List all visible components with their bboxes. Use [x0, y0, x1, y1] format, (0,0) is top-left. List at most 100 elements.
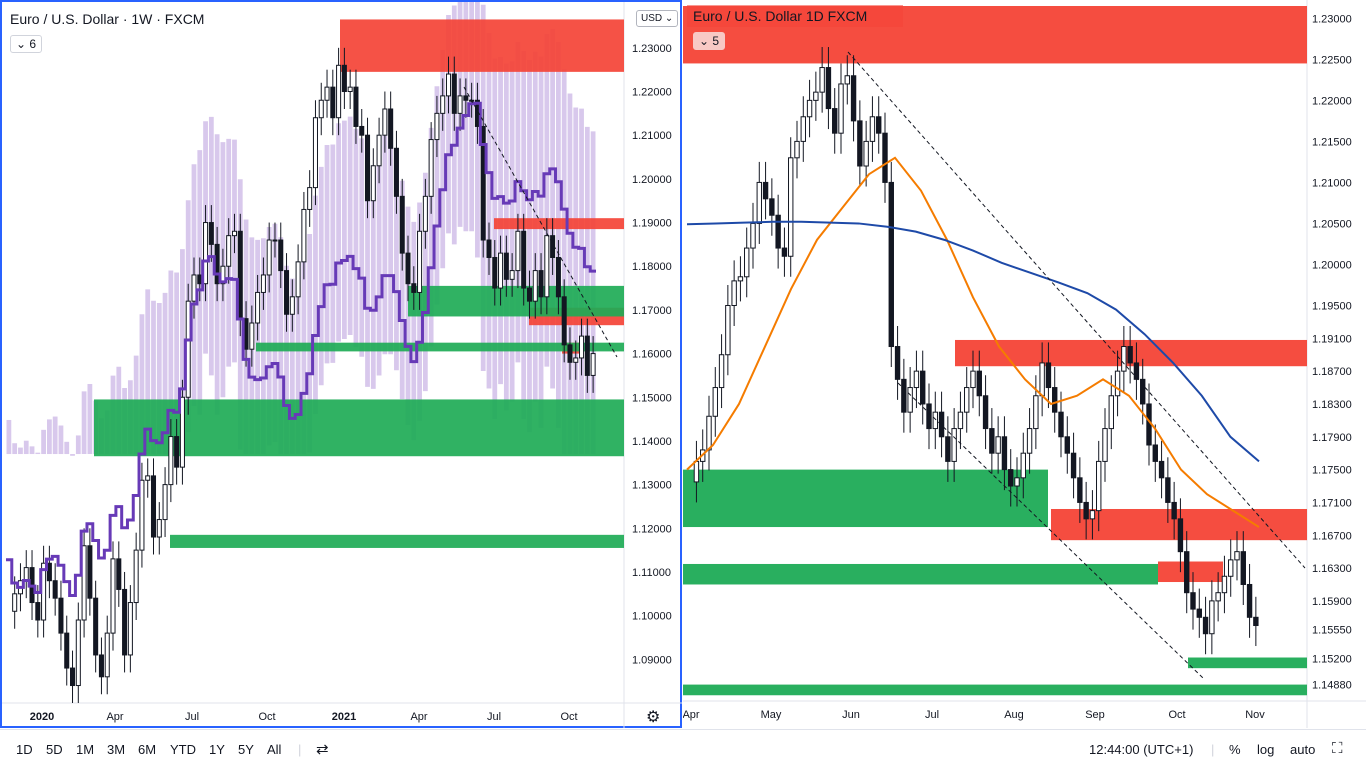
demand-zone [683, 563, 1158, 585]
price-tick-label: 1.18300 [1312, 399, 1352, 411]
candle-body [1014, 477, 1020, 487]
range-5d[interactable]: 5D [46, 742, 63, 757]
range-all[interactable]: All [267, 742, 282, 757]
candle-body [312, 117, 318, 189]
candle-body [526, 287, 533, 302]
weekly-indicator-toggle[interactable]: ⌄ 6 [10, 35, 43, 53]
weekly-chart-canvas[interactable]: 1.23000 1.22000 1.21000 1.20000 1.19000 1.180… [2, 2, 682, 728]
candle-body [168, 436, 174, 486]
candle-body [463, 95, 469, 101]
candle-body [122, 588, 128, 656]
candle-body [382, 108, 388, 136]
price-tick-label: 1.15200 [1312, 653, 1352, 665]
candle-body [718, 354, 725, 389]
candle-body [98, 654, 104, 678]
candle-body [832, 108, 838, 134]
candle-body [284, 270, 290, 315]
separator: | [298, 742, 302, 757]
time-tick-label: Apr [683, 709, 700, 721]
candle-body [850, 75, 857, 122]
candle-body [857, 120, 863, 167]
candle-body [901, 378, 907, 413]
price-tick-label: 1.15900 [1312, 596, 1352, 608]
range-3m[interactable]: 3M [107, 742, 126, 757]
daily-chart-pane[interactable]: 1.23000 1.22500 1.22000 1.21500 1.21000 1.205… [683, 0, 1366, 728]
daily-chart-canvas[interactable]: 1.23000 1.22500 1.22000 1.21500 1.21000 1.205… [683, 0, 1366, 728]
candle-body [104, 632, 110, 678]
candle-body [35, 602, 41, 621]
candle-body [364, 134, 371, 202]
weekly-chart-pane[interactable]: 1.23000 1.22000 1.21000 1.20000 1.19000 1.180… [0, 0, 682, 728]
currency-button[interactable]: USD ⌄ [636, 10, 679, 27]
candle-body [341, 64, 347, 93]
price-tick-label: 1.19000 [632, 218, 672, 230]
candle-body [150, 475, 157, 538]
range-1y[interactable]: 1Y [209, 742, 225, 757]
candle-body [503, 252, 509, 280]
time-tick-label: Jun [842, 709, 860, 721]
candle-body [995, 436, 1001, 454]
candle-body [1246, 583, 1253, 618]
candle-body [712, 387, 718, 417]
percent-toggle[interactable]: % [1229, 742, 1241, 757]
candle-body [93, 597, 99, 656]
candle-body [58, 597, 64, 634]
candle-body [498, 252, 504, 289]
price-tick-label: 1.21000 [632, 130, 672, 142]
range-1m[interactable]: 1M [76, 742, 95, 757]
range-1d[interactable]: 1D [16, 742, 33, 757]
candle-body [1190, 592, 1196, 610]
candle-body [307, 187, 313, 210]
supply-zone [340, 19, 624, 72]
range-5y[interactable]: 5Y [238, 742, 254, 757]
candle-body [932, 411, 938, 430]
candle-body [1001, 436, 1008, 471]
price-tick-label: 1.17000 [632, 305, 672, 317]
chevron-down-icon: ⌄ [664, 13, 674, 24]
demand-zone [408, 285, 624, 317]
price-tick-label: 1.20000 [1312, 259, 1352, 271]
compare-range-icon[interactable]: ⇄ [316, 741, 329, 758]
candle-body [359, 125, 365, 136]
candle-body [863, 140, 869, 167]
candle-body [532, 270, 538, 302]
candle-body [46, 562, 52, 582]
candle-body [538, 270, 544, 298]
candle-body [1165, 477, 1171, 503]
candle-body [806, 99, 813, 118]
fullscreen-icon[interactable]: ⛶ [1332, 740, 1343, 757]
candle-body [938, 411, 945, 438]
candle-body [957, 411, 964, 430]
candle-body [1045, 362, 1052, 389]
log-toggle[interactable]: log [1257, 742, 1275, 757]
candle-body [1127, 346, 1133, 364]
range-ytd[interactable]: YTD [170, 742, 196, 757]
candle-body [347, 86, 353, 93]
supply-zone [1158, 561, 1223, 583]
candle-body [1121, 346, 1127, 372]
weekly-chart-title: Euro / U.S. Dollar · 1W · FXCM [10, 11, 205, 27]
auto-toggle[interactable]: auto [1290, 742, 1316, 757]
daily-indicator-toggle[interactable]: ⌄ 5 [693, 32, 726, 50]
clock-readout[interactable]: 12:44:00 (UTC+1) [1089, 742, 1194, 757]
candle-body [913, 370, 920, 389]
time-tick-label: Jul [487, 711, 501, 723]
candle-body [838, 83, 844, 134]
demand-zone [1188, 657, 1307, 669]
step-line [6, 101, 596, 598]
time-tick-label: Jul [185, 711, 199, 723]
candle-body [750, 222, 756, 249]
candle-body [231, 230, 238, 237]
candle-body [1196, 608, 1202, 618]
candle-body [1184, 551, 1190, 594]
candle-body [370, 165, 376, 202]
candle-body [989, 428, 995, 454]
candle-body [1108, 395, 1114, 430]
candle-body [110, 558, 116, 634]
candle-body [1171, 501, 1177, 520]
candle-body [411, 283, 417, 293]
candle-body [920, 370, 926, 405]
range-6m[interactable]: 6M [138, 742, 157, 757]
candle-body [1039, 362, 1045, 397]
gear-icon[interactable]: ⚙ [646, 709, 661, 726]
